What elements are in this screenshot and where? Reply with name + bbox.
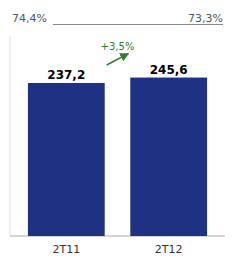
change-arrow: [107, 54, 129, 65]
share-label: 74,4%: [12, 12, 47, 25]
y-axis-line: [10, 36, 11, 236]
value-label: 245,6: [150, 63, 188, 77]
bar: [28, 83, 105, 236]
x-tick-label: 2T12: [155, 243, 183, 256]
x-tick-label: 2T11: [52, 243, 80, 256]
share-label: 73,3%: [188, 12, 223, 25]
value-label: 237,2: [47, 68, 85, 82]
chart-container: 237,2 245,6 2T11 2T12 74,4% 73,3% +3,5%: [0, 0, 233, 260]
chart: 237,2 245,6 2T11 2T12 74,4% 73,3% +3,5%: [0, 0, 233, 260]
change-label: +3,5%: [101, 41, 135, 52]
bars: [28, 78, 207, 236]
bar: [130, 78, 207, 236]
